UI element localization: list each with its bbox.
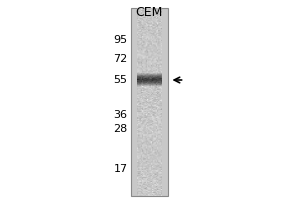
- Text: 55: 55: [113, 75, 128, 85]
- Text: CEM: CEM: [135, 6, 163, 20]
- Text: 72: 72: [113, 54, 128, 64]
- Text: 17: 17: [113, 164, 128, 174]
- Text: 95: 95: [113, 35, 128, 45]
- Text: 36: 36: [113, 110, 128, 120]
- Bar: [130, 8, 168, 196]
- Text: 28: 28: [113, 124, 128, 134]
